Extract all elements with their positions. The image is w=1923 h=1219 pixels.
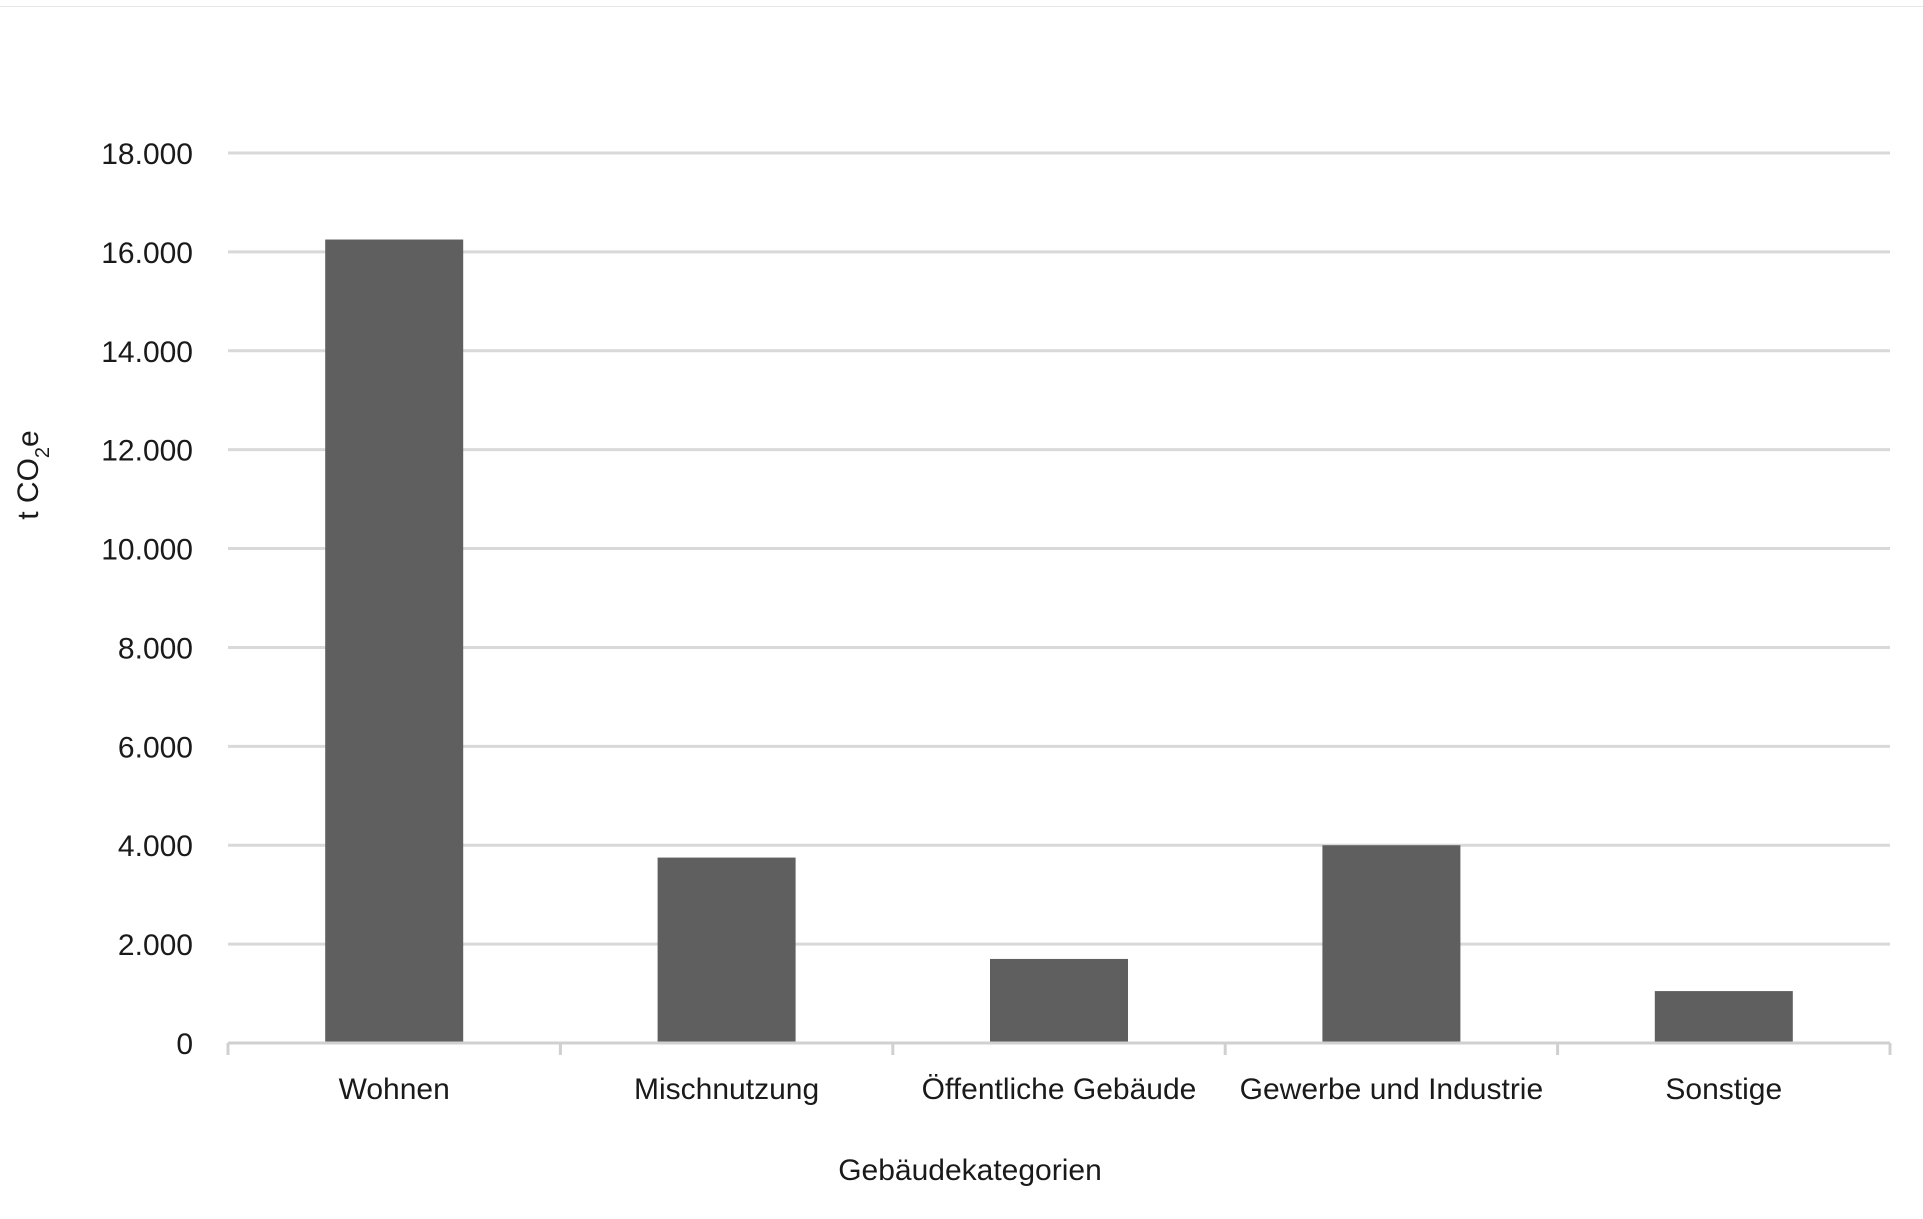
x-category-label: Öffentliche Gebäude (922, 1073, 1197, 1106)
y-tick-label: 16.000 (101, 237, 193, 270)
x-category-label: Sonstige (1665, 1073, 1782, 1106)
x-axis-category-labels: Wohnen Mischnutzung Öffentliche Gebäude Gew… (339, 1073, 1783, 1106)
x-axis (226, 1041, 1892, 1055)
x-category-label: Gewerbe und Industrie (1240, 1073, 1544, 1106)
y-axis-title-subscript: 2 (32, 447, 54, 458)
y-axis-title-prefix: t CO (12, 458, 45, 520)
y-tick-label: 0 (176, 1028, 193, 1061)
x-category-label: Wohnen (339, 1073, 450, 1106)
y-axis-title: t CO2e (12, 430, 54, 519)
y-axis-tick-labels: 0 2.000 4.000 6.000 8.000 10.000 12.000 14.000 1… (101, 138, 193, 1061)
y-tick-label: 12.000 (101, 435, 193, 468)
bar (657, 857, 796, 1043)
bar (1322, 845, 1461, 1043)
y-tick-label: 10.000 (101, 534, 193, 567)
bars (325, 239, 1793, 1043)
gridlines (228, 151, 1890, 946)
bar (1654, 991, 1793, 1043)
top-border (0, 0, 1923, 7)
y-tick-label: 14.000 (101, 336, 193, 369)
y-tick-label: 18.000 (101, 138, 193, 171)
x-axis-title: Gebäudekategorien (838, 1154, 1102, 1187)
bar (990, 958, 1128, 1043)
y-tick-label: 8.000 (118, 632, 193, 665)
y-tick-label: 2.000 (118, 929, 193, 962)
y-axis-title-suffix: e (12, 430, 45, 447)
y-tick-label: 4.000 (118, 830, 193, 863)
x-category-label: Mischnutzung (634, 1073, 819, 1106)
bar (325, 239, 464, 1043)
y-tick-label: 6.000 (118, 731, 193, 764)
